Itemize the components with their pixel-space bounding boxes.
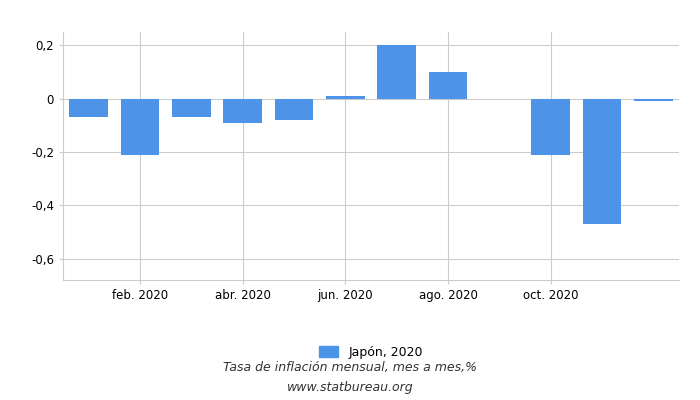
- Legend: Japón, 2020: Japón, 2020: [314, 341, 428, 364]
- Bar: [274, 99, 314, 120]
- Bar: [172, 99, 211, 117]
- Bar: [531, 99, 570, 155]
- Bar: [428, 72, 467, 99]
- Bar: [326, 96, 365, 99]
- Bar: [634, 99, 673, 101]
- Bar: [582, 99, 622, 224]
- Bar: [377, 45, 416, 99]
- Bar: [223, 99, 262, 123]
- Text: Tasa de inflación mensual, mes a mes,%: Tasa de inflación mensual, mes a mes,%: [223, 362, 477, 374]
- Text: www.statbureau.org: www.statbureau.org: [287, 382, 413, 394]
- Bar: [69, 99, 108, 117]
- Bar: [120, 99, 160, 155]
